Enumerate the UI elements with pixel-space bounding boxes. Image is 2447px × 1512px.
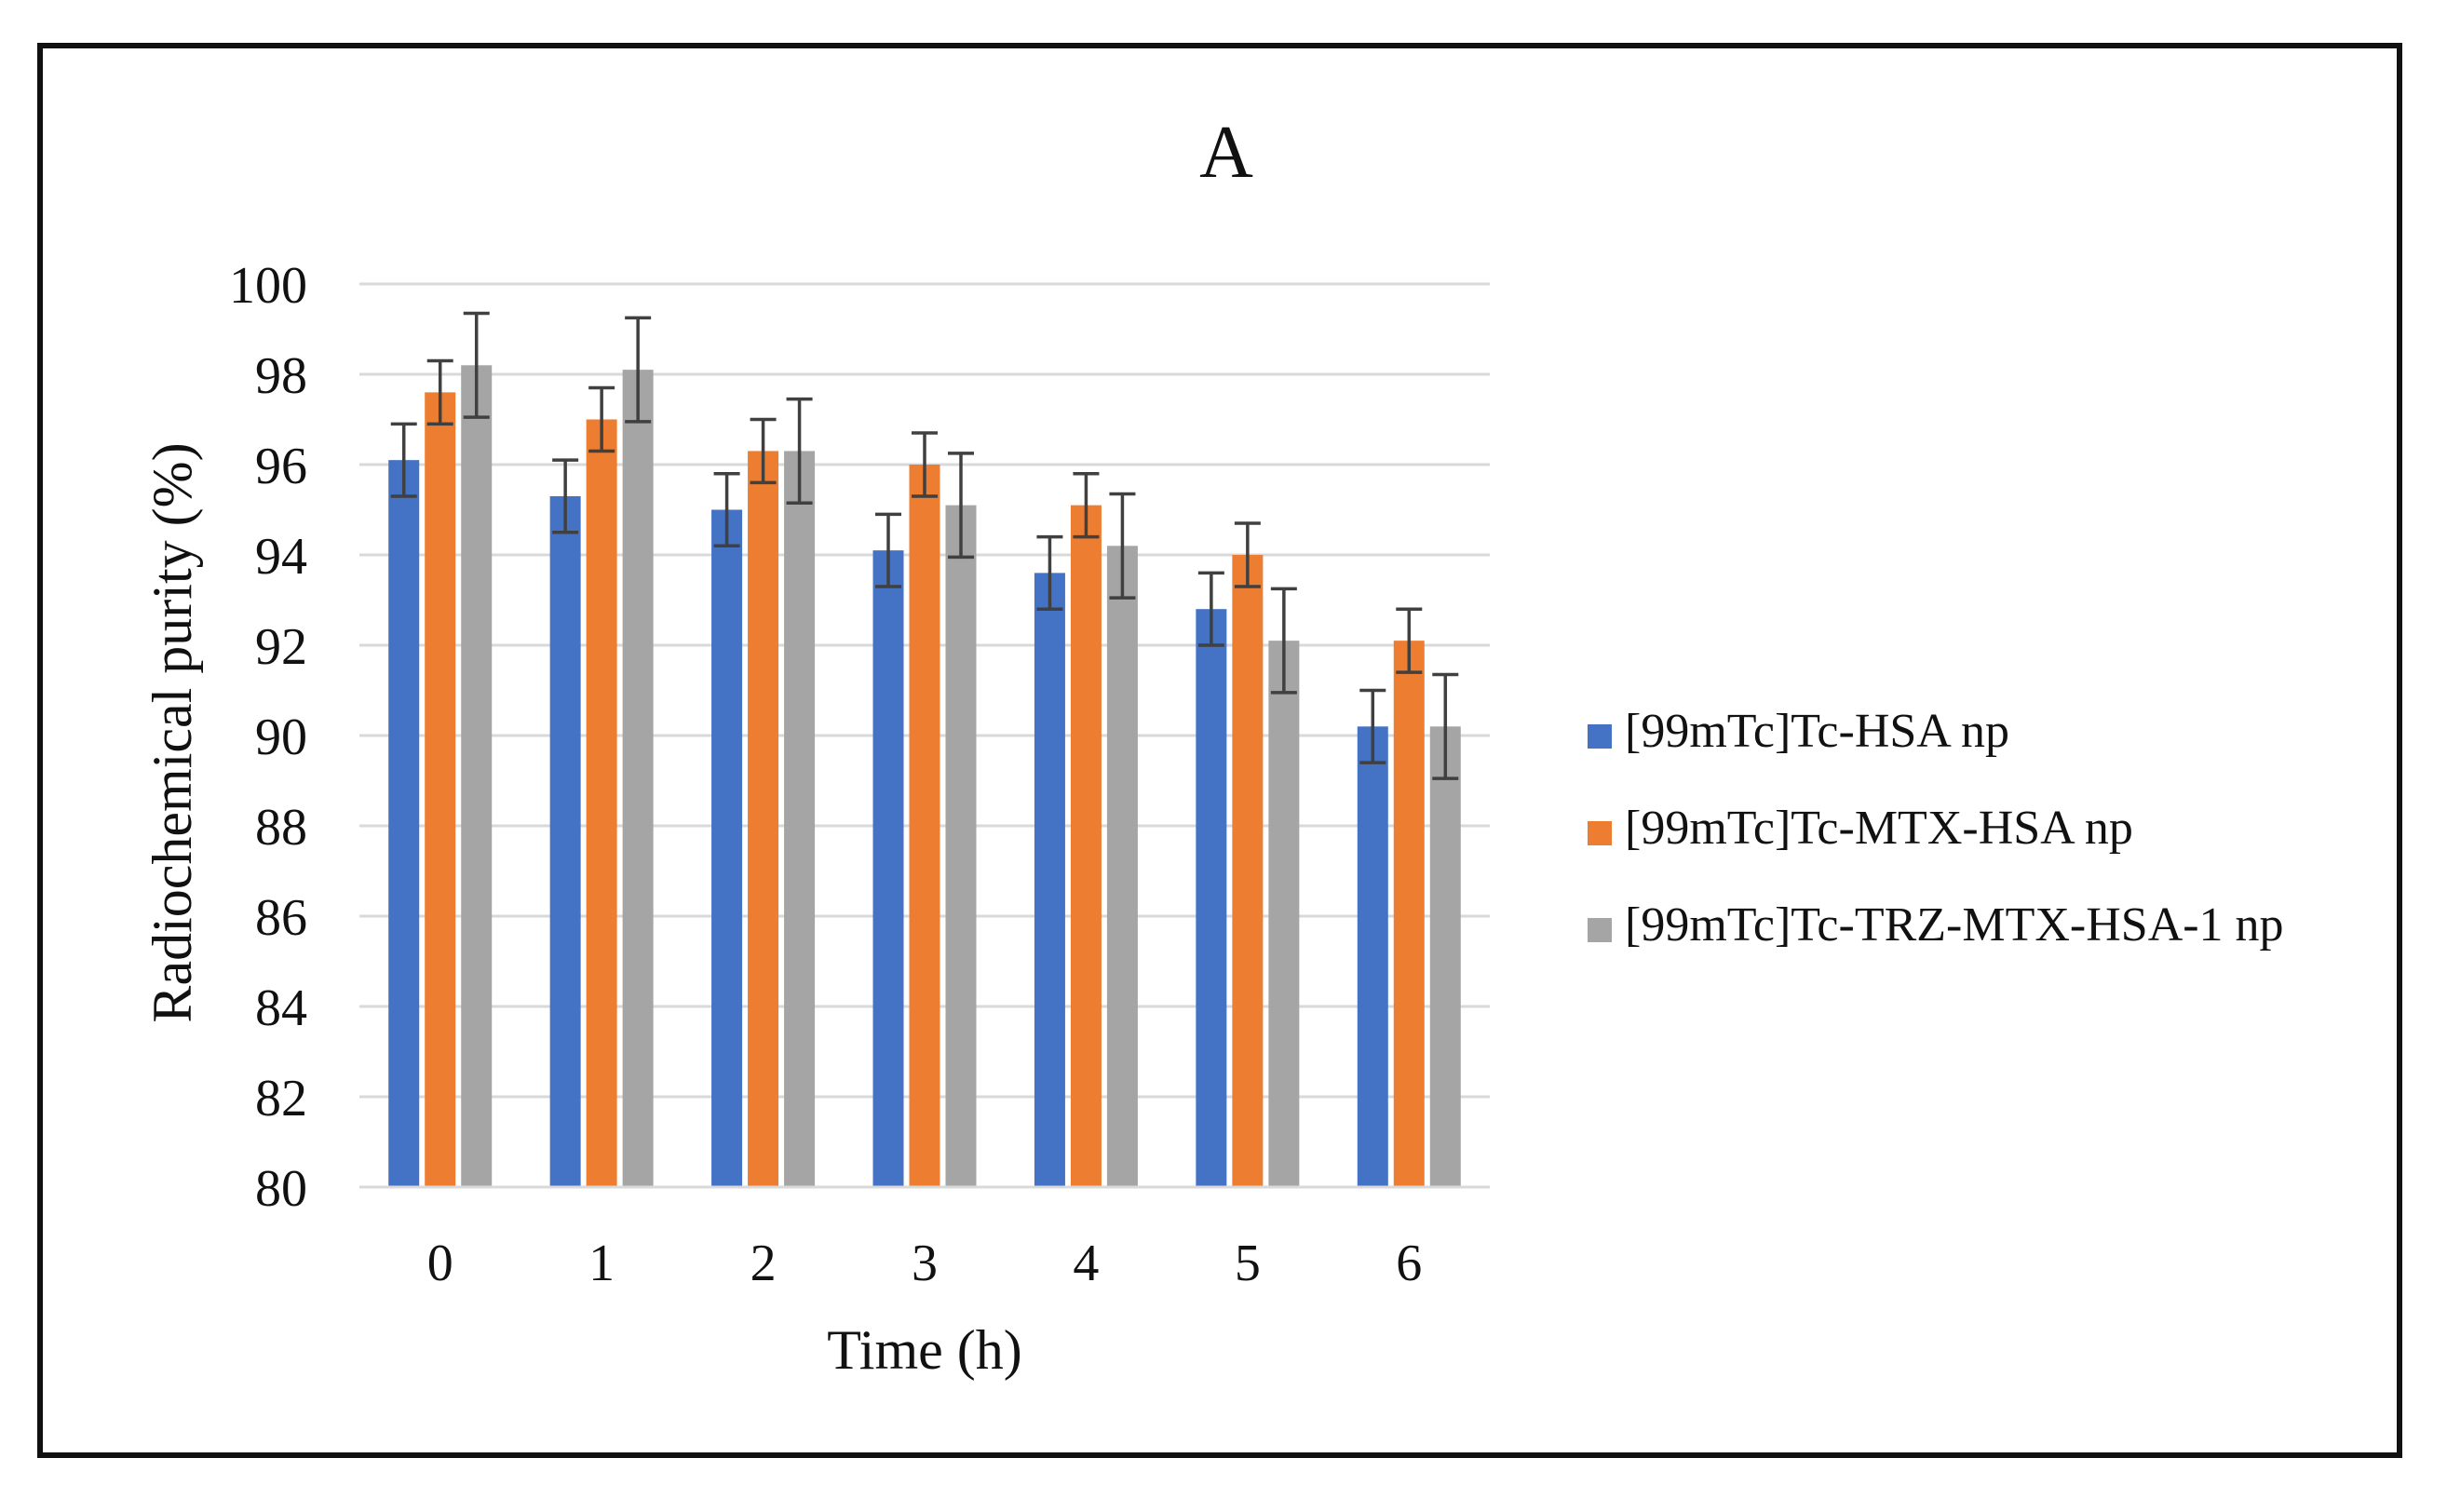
bar	[586, 419, 617, 1187]
error-bar	[750, 417, 777, 485]
bar	[784, 451, 816, 1187]
bar	[945, 505, 977, 1187]
y-axis-ticks: 80 82 84 86 88 90 92 94 96 98 100	[229, 257, 307, 1218]
y-tick-label: 100	[229, 257, 307, 315]
x-tick-label: 4	[1073, 1235, 1099, 1292]
error-bar	[1197, 571, 1224, 647]
error-bar	[948, 452, 974, 560]
grid-lines	[359, 282, 1490, 1099]
legend-swatch	[1588, 821, 1612, 845]
y-tick-label: 94	[255, 528, 307, 586]
bar	[549, 495, 581, 1187]
legend-label: [99mTc]Tc-HSA np	[1625, 705, 2009, 758]
x-axis-ticks: 0 1 2 3 4 5 6	[427, 1235, 1423, 1292]
y-axis-label: Radiochemical purity (%)	[142, 442, 203, 1022]
legend-item: [99mTc]Tc-TRZ-MTX-HSA-1 np	[1588, 898, 2284, 952]
error-bar	[1036, 534, 1063, 611]
error-bar	[1432, 672, 1459, 780]
y-tick-label: 96	[255, 438, 307, 495]
error-bar	[713, 471, 740, 548]
bar	[1357, 726, 1388, 1187]
bar	[1232, 555, 1264, 1187]
error-bars	[390, 311, 1459, 780]
error-bar	[1073, 471, 1100, 539]
legend-label: [99mTc]Tc-MTX-HSA np	[1625, 802, 2133, 855]
bar	[1034, 573, 1065, 1187]
y-tick-label: 98	[255, 347, 307, 405]
bar	[1070, 505, 1102, 1187]
y-tick-label: 88	[255, 799, 307, 857]
y-tick-label: 86	[255, 889, 307, 947]
bar	[748, 451, 779, 1187]
legend-label: [99mTc]Tc-TRZ-MTX-HSA-1 np	[1625, 898, 2284, 952]
x-tick-label: 0	[427, 1235, 453, 1292]
y-tick-label: 92	[255, 618, 307, 676]
bar	[1196, 609, 1227, 1187]
bar	[872, 550, 904, 1187]
legend-item: [99mTc]Tc-HSA np	[1588, 705, 2009, 758]
error-bar	[552, 458, 579, 534]
bar	[909, 465, 940, 1187]
error-bar	[390, 422, 417, 498]
y-tick-label: 82	[255, 1070, 307, 1127]
bar	[425, 392, 456, 1187]
x-axis-label: Time (h)	[827, 1319, 1021, 1381]
y-tick-label: 80	[255, 1160, 307, 1218]
bar	[1429, 726, 1461, 1187]
error-bar	[875, 512, 901, 588]
bar	[461, 365, 493, 1187]
error-bar	[1270, 587, 1297, 695]
chart-title: A	[1199, 112, 1253, 194]
error-bar	[588, 385, 615, 453]
error-bar	[1109, 492, 1136, 600]
bar	[388, 460, 420, 1187]
bar	[711, 509, 743, 1187]
bar	[622, 370, 654, 1187]
error-bar	[625, 316, 652, 424]
bar	[1393, 641, 1425, 1187]
legend-swatch	[1588, 724, 1612, 749]
error-bar	[786, 397, 813, 505]
y-tick-label: 84	[255, 979, 307, 1037]
legend-item: [99mTc]Tc-MTX-HSA np	[1588, 802, 2133, 855]
error-bar	[1396, 607, 1423, 674]
x-tick-label: 5	[1235, 1235, 1261, 1292]
x-tick-label: 6	[1396, 1235, 1422, 1292]
error-bar	[912, 431, 938, 498]
legend-swatch	[1588, 918, 1612, 942]
error-bar	[1234, 521, 1261, 588]
x-tick-label: 1	[588, 1235, 615, 1292]
x-tick-label: 3	[912, 1235, 938, 1292]
bar	[1106, 546, 1138, 1187]
bar	[1268, 641, 1300, 1187]
legend: [99mTc]Tc-HSA np [99mTc]Tc-MTX-HSA np [99m…	[1588, 705, 2284, 952]
bars	[388, 365, 1461, 1187]
x-tick-label: 2	[750, 1235, 777, 1292]
y-tick-label: 90	[255, 709, 307, 766]
error-bar	[1359, 688, 1386, 764]
error-bar	[463, 311, 490, 419]
error-bar	[426, 358, 453, 426]
